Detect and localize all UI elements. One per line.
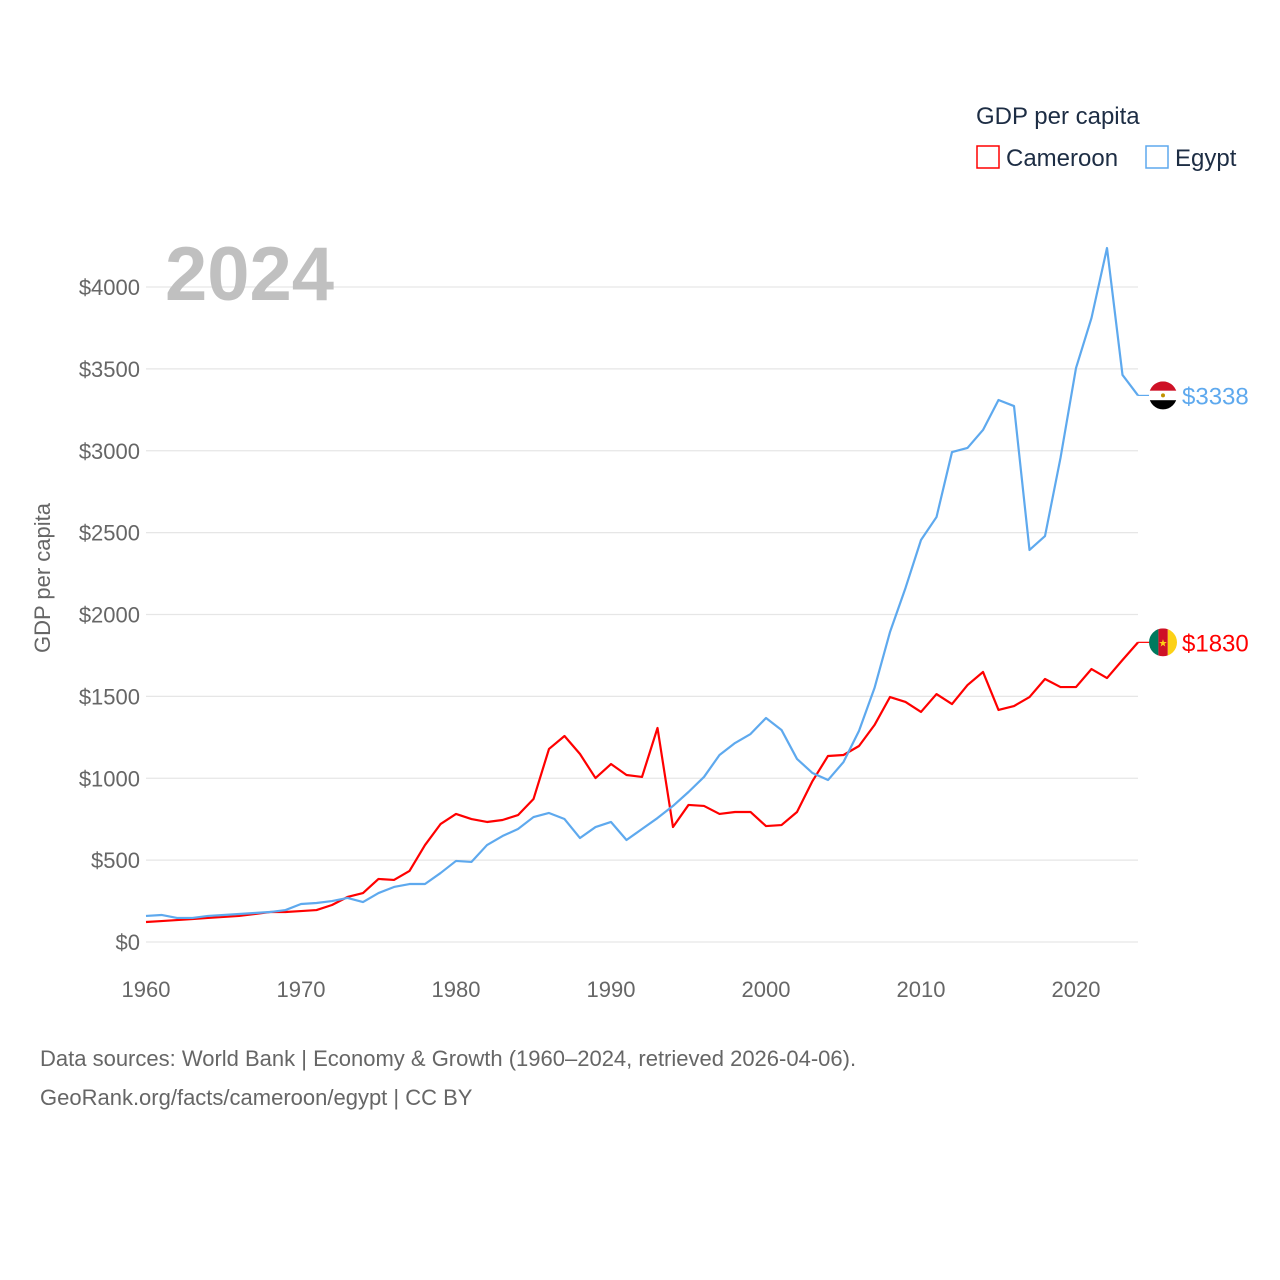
x-tick-label: 1970	[277, 977, 326, 1002]
y-tick-label: $2500	[79, 521, 140, 546]
legend-swatch-cameroon[interactable]	[976, 145, 1000, 169]
flag-body	[1149, 381, 1177, 410]
flag-stripe	[1149, 381, 1177, 391]
x-tick-label: 1990	[587, 977, 636, 1002]
legend-title: GDP per capita	[976, 103, 1140, 130]
y-tick-label: $2000	[79, 603, 140, 628]
series-line-cameroon[interactable]	[145, 641, 1139, 924]
series-line-egypt[interactable]	[145, 246, 1139, 920]
x-tick-label: 1960	[122, 977, 171, 1002]
x-tick-label: 2020	[1052, 977, 1101, 1002]
flag-body: ★	[1149, 628, 1177, 657]
flag-stripe	[1158, 628, 1168, 657]
egypt-flag-icon	[1149, 381, 1177, 410]
end-value-label-cameroon: $1830	[1182, 630, 1249, 657]
y-tick-label: $3500	[79, 357, 140, 382]
y-tick-label: $3000	[79, 439, 140, 464]
y-tick-label: $0	[116, 930, 140, 955]
flag-stripe	[1167, 628, 1177, 657]
legend-swatch-egypt[interactable]	[1145, 145, 1169, 169]
legend-label-egypt[interactable]: Egypt	[1175, 145, 1237, 172]
y-tick-label: $4000	[79, 275, 140, 300]
year-watermark: 2024	[165, 232, 334, 317]
flag-star: ★	[1159, 638, 1168, 649]
cameroon-flag-icon: ★	[1149, 628, 1177, 657]
y-tick-label: $500	[91, 848, 140, 873]
y-axis-label: GDP per capita	[30, 502, 55, 653]
footer-sources: Data sources: World Bank | Economy & Gro…	[40, 1046, 857, 1071]
y-tick-label: $1500	[79, 684, 140, 709]
end-value-label-egypt: $3338	[1182, 383, 1249, 410]
flag-emblem	[1161, 393, 1165, 398]
x-tick-label: 2000	[742, 977, 791, 1002]
legend: GDP per capita Cameroon Egypt	[976, 103, 1237, 172]
flag-stripe	[1149, 628, 1159, 657]
x-tick-label: 2010	[897, 977, 946, 1002]
y-tick-label: $1000	[79, 766, 140, 791]
line-chart: $0 $500 $1000 $1500 $2000 $2500 $3000 $3500 $400…	[30, 103, 1249, 1002]
flag-stripe	[1149, 400, 1177, 410]
legend-label-cameroon[interactable]: Cameroon	[1006, 145, 1118, 172]
footer-link[interactable]: GeoRank.org/facts/cameroon/egypt | CC BY	[40, 1085, 473, 1110]
x-tick-label: 1980	[432, 977, 481, 1002]
